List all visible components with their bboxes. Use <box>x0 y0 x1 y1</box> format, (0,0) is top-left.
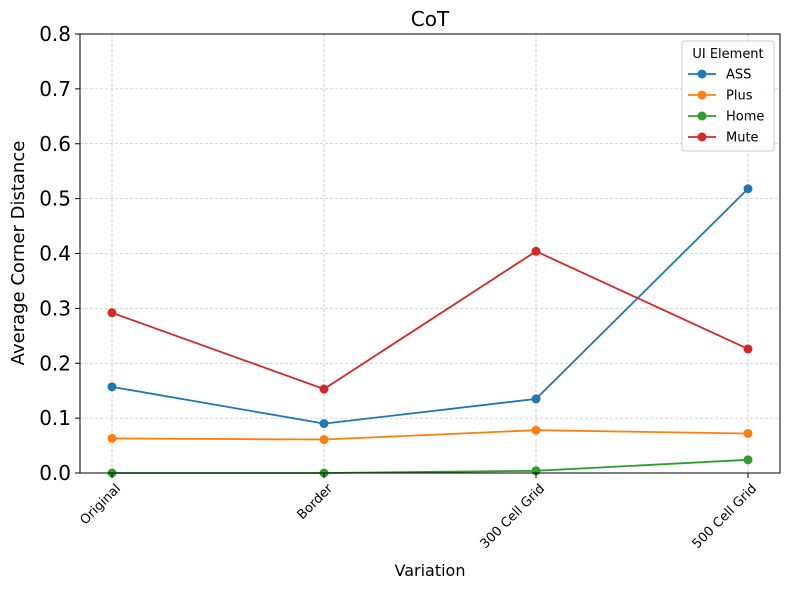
legend-label: Plus <box>726 89 753 104</box>
y-tick-label: 0.6 <box>39 132 71 156</box>
series-mute <box>107 246 753 394</box>
y-tick-label: 0.5 <box>39 187 71 211</box>
y-tick-label: 0.0 <box>39 461 71 485</box>
legend-label: ASS <box>726 68 751 83</box>
series-line <box>111 250 749 391</box>
y-tick-label: 0.2 <box>39 351 71 375</box>
series-ass <box>107 184 753 429</box>
chart-title: CoT <box>411 7 450 31</box>
y-tick-label: 0.3 <box>39 296 71 320</box>
y-tick-label: 0.4 <box>39 242 71 266</box>
data-point <box>743 344 753 354</box>
legend-swatch-marker <box>697 90 707 100</box>
legend-swatch-marker <box>697 132 707 142</box>
series-line <box>111 429 749 441</box>
y-tick-label: 0.7 <box>39 77 71 101</box>
data-point <box>107 308 117 318</box>
data-point <box>531 394 541 404</box>
legend-item-plus: Plus <box>688 89 753 104</box>
legend-label: Home <box>726 110 764 125</box>
data-point <box>107 433 117 443</box>
y-tick-label: 0.1 <box>39 406 71 430</box>
data-point <box>743 455 753 465</box>
data-point <box>531 246 541 256</box>
y-tick-label: 0.8 <box>39 22 71 46</box>
data-point <box>319 384 329 394</box>
data-point <box>743 428 753 438</box>
legend-title: UI Element <box>692 47 763 62</box>
data-point <box>531 425 541 435</box>
legend-item-ass: ASS <box>688 68 751 83</box>
legend-swatch-marker <box>697 69 707 79</box>
legend: UI Element ASS Plus Home Mute <box>681 40 775 152</box>
legend-item-home: Home <box>688 110 764 125</box>
y-axis-label: Average Corner Distance <box>8 141 29 366</box>
legend-swatch-marker <box>697 111 707 121</box>
data-point <box>107 382 117 392</box>
y-axis-ticks: 0.0 0.1 0.2 0.3 0.4 0.5 0.6 0.7 0.8 <box>39 22 80 485</box>
data-point <box>319 419 329 429</box>
legend-items: ASS Plus Home Mute <box>688 68 764 146</box>
legend-label: Mute <box>726 131 759 146</box>
data-point <box>743 184 753 194</box>
series-line <box>111 188 749 425</box>
data-point <box>319 435 329 445</box>
legend-box <box>681 40 775 152</box>
series-plus <box>107 425 753 445</box>
x-axis-label: Variation <box>395 561 466 580</box>
legend-item-mute: Mute <box>688 131 759 146</box>
